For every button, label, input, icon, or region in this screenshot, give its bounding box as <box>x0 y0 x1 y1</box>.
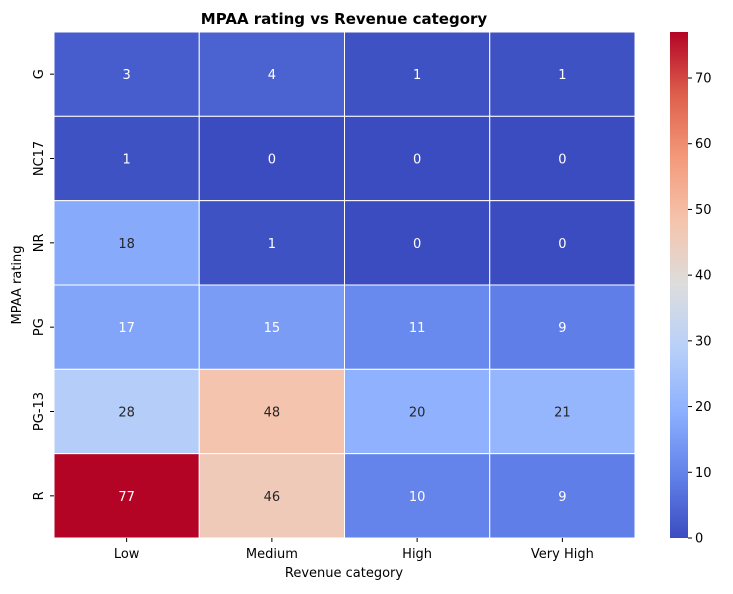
cell-value-label: 0 <box>558 237 566 252</box>
y-tick-label: G <box>32 69 47 79</box>
x-tick-label: High <box>402 547 432 562</box>
x-tick-label: Low <box>114 547 140 562</box>
cell-value-label: 77 <box>118 490 135 505</box>
heatmap-cell <box>344 31 491 117</box>
heatmap-cell <box>53 31 200 117</box>
cell-value-label: 0 <box>558 153 566 168</box>
x-axis: Low Medium High Very High <box>114 538 594 562</box>
heatmap-cell <box>489 368 636 455</box>
cell-value-label: 48 <box>264 406 281 421</box>
colorbar-tick-label: 50 <box>695 203 712 218</box>
cell-value-label: 10 <box>409 490 426 505</box>
cell-value-label: 1 <box>122 153 130 168</box>
cell-value-label: 3 <box>122 68 130 83</box>
chart-title: MPAA rating vs Revenue category <box>201 10 488 28</box>
cell-value-label: 4 <box>268 68 276 83</box>
cell-value-label: 18 <box>118 237 135 252</box>
y-axis: G NC17 NR PG PG-13 R <box>32 69 54 500</box>
heatmap-cell <box>53 115 200 202</box>
y-tick-label: NC17 <box>32 141 47 176</box>
cell-value-label: 9 <box>558 490 566 505</box>
y-tick-label: NR <box>32 233 47 252</box>
cell-value-label: 17 <box>118 321 135 336</box>
cell-value-label: 28 <box>118 406 135 421</box>
heatmap-cell <box>53 284 200 370</box>
colorbar-tick-label: 40 <box>695 269 712 284</box>
cell-value-label: 15 <box>264 321 281 336</box>
heatmap-cell <box>53 368 200 455</box>
heatmap-cell <box>489 284 636 370</box>
cell-value-label: 0 <box>413 237 421 252</box>
cell-value-label: 1 <box>413 68 421 83</box>
heatmap-cell <box>489 453 636 539</box>
heatmap-cell <box>489 200 636 286</box>
y-axis-label: MPAA rating <box>10 245 25 324</box>
heatmap-cell <box>489 31 636 117</box>
cell-value-label: 1 <box>268 237 276 252</box>
cell-value-label: 1 <box>558 68 566 83</box>
colorbar: 0 10 20 30 40 50 60 70 <box>670 32 712 547</box>
colorbar-tick-label: 10 <box>695 466 712 481</box>
cell-value-label: 11 <box>409 321 426 336</box>
colorbar-tick-label: 30 <box>695 334 712 349</box>
heatmap-cell <box>344 284 491 370</box>
cell-value-label: 9 <box>558 321 566 336</box>
y-tick-label: PG <box>32 318 47 336</box>
x-tick-label: Very High <box>531 547 594 562</box>
heatmap-cell <box>489 115 636 202</box>
heatmap-cell <box>198 31 345 117</box>
cell-value-label: 46 <box>264 490 281 505</box>
colorbar-tick-label: 20 <box>695 400 712 415</box>
colorbar-tick-label: 60 <box>695 137 712 152</box>
y-tick-label: PG-13 <box>32 392 47 431</box>
heatmap-cell <box>198 200 345 286</box>
colorbar-tick-label: 70 <box>695 72 712 87</box>
cell-value-label: 0 <box>413 153 421 168</box>
heatmap-cell <box>198 115 345 202</box>
y-tick-label: R <box>32 491 47 500</box>
colorbar-tick-label: 0 <box>695 532 703 547</box>
heatmap-cell <box>198 368 345 455</box>
heatmap-cell <box>53 453 200 539</box>
cell-value-label: 20 <box>409 406 426 421</box>
heatmap-cells <box>53 31 636 539</box>
cell-value-label: 21 <box>554 406 571 421</box>
colorbar-gradient <box>670 32 688 538</box>
x-tick-label: Medium <box>246 547 298 562</box>
cell-value-label: 0 <box>268 153 276 168</box>
heatmap-cell <box>198 453 345 539</box>
heatmap-cell <box>344 368 491 455</box>
x-axis-label: Revenue category <box>285 566 404 581</box>
colorbar-ticks: 0 10 20 30 40 50 60 70 <box>688 72 712 547</box>
heatmap-cell <box>198 284 345 370</box>
heatmap-cell <box>344 453 491 539</box>
